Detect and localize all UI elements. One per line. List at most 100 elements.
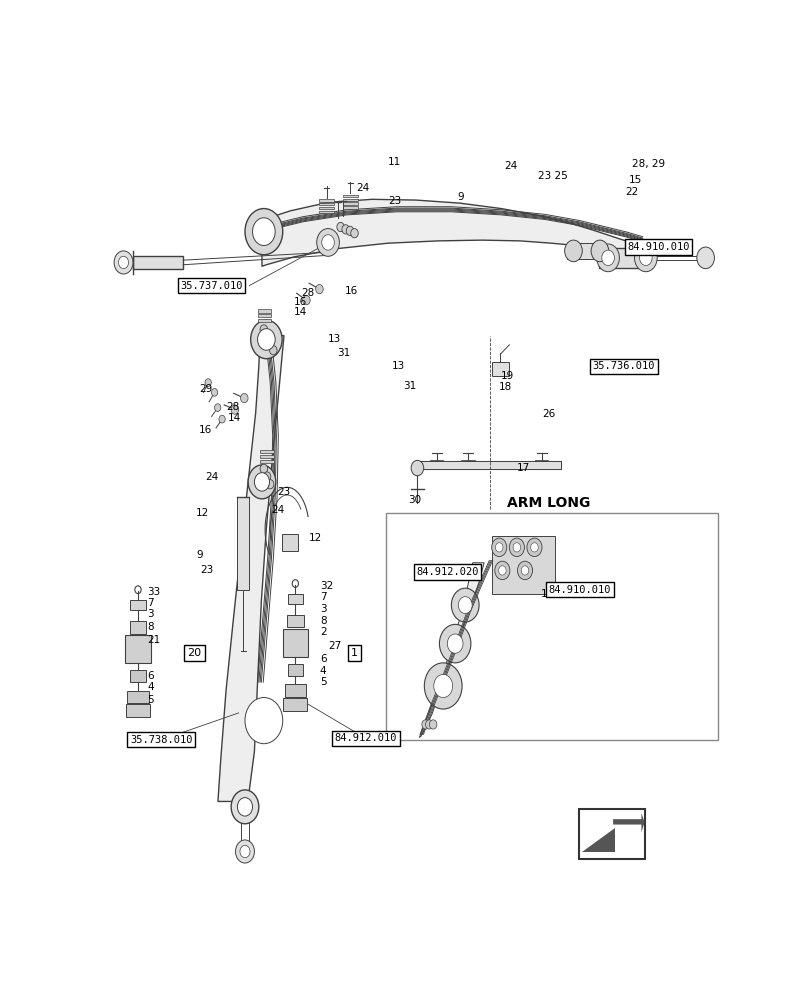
Circle shape [211, 389, 217, 396]
Text: 30: 30 [408, 495, 421, 505]
Circle shape [316, 229, 339, 256]
Polygon shape [217, 336, 284, 801]
Circle shape [237, 798, 252, 816]
Bar [319, 207, 334, 209]
Text: 29: 29 [199, 384, 212, 394]
Circle shape [447, 634, 462, 653]
Bar [257, 319, 271, 322]
Polygon shape [418, 563, 483, 738]
Circle shape [114, 251, 133, 274]
Bar [283, 698, 307, 711]
Text: 26: 26 [542, 409, 555, 419]
Polygon shape [581, 828, 614, 852]
Bar [342, 206, 357, 209]
Text: 7: 7 [320, 592, 326, 602]
Text: 35.737.010: 35.737.010 [180, 281, 242, 291]
Text: 31: 31 [337, 348, 350, 358]
Bar [287, 594, 303, 604]
Text: 8: 8 [320, 615, 326, 626]
Text: 35.738.010: 35.738.010 [130, 735, 192, 745]
Circle shape [495, 543, 502, 552]
Circle shape [517, 561, 532, 580]
Bar [257, 309, 271, 312]
Circle shape [315, 284, 323, 294]
Text: 24: 24 [356, 183, 369, 193]
Circle shape [118, 256, 128, 269]
Bar [131, 600, 145, 610]
Bar [491, 362, 508, 376]
Text: 31: 31 [403, 381, 416, 391]
Text: 6: 6 [320, 654, 326, 664]
Circle shape [424, 663, 461, 709]
Circle shape [350, 229, 358, 238]
Circle shape [263, 472, 270, 481]
Bar [260, 455, 273, 458]
Text: 8: 8 [148, 622, 154, 632]
Text: 14: 14 [227, 413, 240, 423]
Bar [287, 664, 303, 676]
Bar [598, 248, 651, 268]
Text: 16: 16 [345, 286, 358, 296]
Bar [319, 211, 334, 213]
Bar [385, 513, 718, 740]
Circle shape [410, 460, 423, 476]
Circle shape [425, 720, 432, 729]
Circle shape [240, 393, 248, 403]
Circle shape [521, 566, 528, 575]
Circle shape [696, 247, 714, 269]
Circle shape [254, 473, 269, 491]
Bar [342, 202, 357, 205]
Bar [566, 243, 603, 259]
Circle shape [266, 339, 273, 348]
Circle shape [596, 244, 619, 272]
Text: 6: 6 [148, 671, 154, 681]
Text: 22: 22 [625, 187, 638, 197]
Circle shape [451, 588, 478, 622]
Text: 7: 7 [148, 598, 154, 608]
Text: 5: 5 [148, 695, 154, 705]
Text: 3: 3 [148, 609, 154, 619]
Text: 21: 21 [148, 635, 161, 645]
Text: 20: 20 [187, 648, 201, 658]
Circle shape [252, 218, 275, 246]
Text: 28, 29: 28, 29 [631, 159, 664, 169]
Bar [281, 534, 298, 551]
Text: 11: 11 [388, 157, 401, 167]
Polygon shape [262, 199, 647, 270]
Circle shape [508, 538, 524, 557]
Text: 2: 2 [320, 627, 326, 637]
Bar [131, 670, 145, 682]
Circle shape [526, 538, 542, 557]
Text: 33: 33 [148, 587, 161, 597]
Circle shape [530, 543, 538, 552]
Text: 3: 3 [320, 604, 326, 614]
Text: 9: 9 [457, 192, 463, 202]
Text: 5: 5 [320, 677, 326, 687]
Text: 24: 24 [504, 161, 517, 171]
Circle shape [491, 538, 506, 557]
Bar [287, 615, 303, 627]
Circle shape [457, 597, 471, 614]
Text: 28: 28 [225, 402, 239, 412]
Bar [491, 536, 554, 594]
Bar [130, 621, 146, 634]
Circle shape [251, 320, 281, 359]
Bar [319, 203, 334, 205]
Circle shape [231, 405, 238, 414]
Circle shape [231, 790, 259, 824]
Text: 4: 4 [148, 682, 154, 692]
Circle shape [219, 415, 225, 423]
Circle shape [260, 325, 268, 334]
Text: 12: 12 [195, 508, 209, 518]
Circle shape [564, 240, 581, 262]
Bar [260, 460, 273, 463]
Circle shape [260, 464, 268, 473]
Text: 13: 13 [392, 361, 405, 371]
Text: 23: 23 [388, 196, 401, 206]
Bar [285, 684, 306, 697]
Bar [342, 199, 357, 201]
Text: 35.736.010: 35.736.010 [592, 361, 654, 371]
Bar [126, 704, 150, 717]
Bar [125, 635, 150, 663]
Circle shape [633, 244, 656, 272]
